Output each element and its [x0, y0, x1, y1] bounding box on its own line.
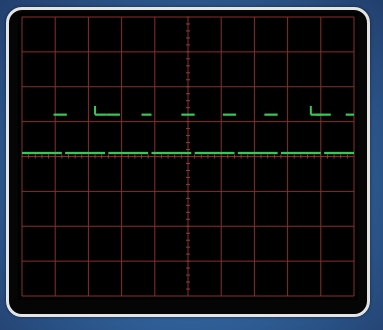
- traces: [22, 105, 354, 155]
- graticule: [21, 16, 355, 297]
- oscilloscope-screen: [18, 13, 358, 300]
- oscilloscope-display: [21, 16, 355, 297]
